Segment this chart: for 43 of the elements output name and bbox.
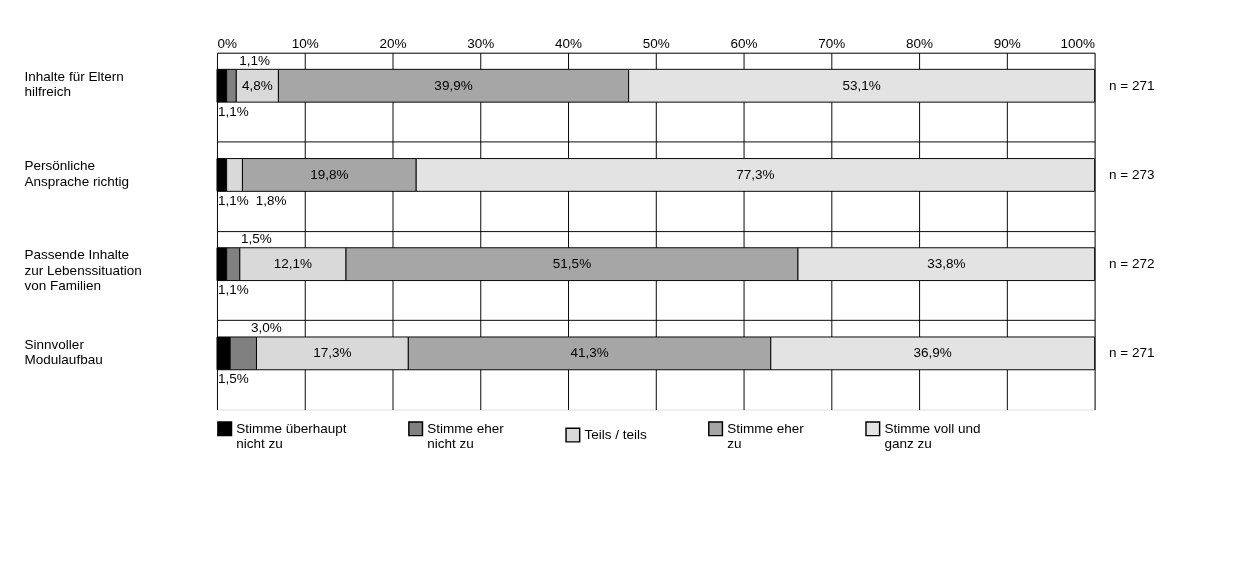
data-label: 33,8% — [927, 256, 966, 272]
legend-label: Stimme voll und ganz zu — [884, 420, 981, 452]
data-label: 3,0% — [251, 320, 282, 336]
data-label: 17,3% — [313, 345, 352, 361]
x-tick-label: 40% — [555, 36, 583, 52]
data-label: 1,1% — [217, 103, 249, 119]
x-tick-label: 100% — [1060, 36, 1096, 52]
data-label: 1,5% — [217, 371, 249, 387]
y-tick-label: Passende Inhalte zur Lebenssituation von Familien — [24, 247, 142, 294]
data-label: 1,8% — [255, 192, 287, 208]
legend-label: Teils / teils — [584, 426, 647, 442]
data-label: 19,8% — [310, 166, 349, 182]
x-tick-label: 0% — [217, 36, 237, 52]
data-label: 39,9% — [434, 77, 473, 93]
text: n = 271 — [1109, 345, 1155, 361]
data-label: 51,5% — [552, 256, 592, 272]
data-label: 1,1% — [217, 282, 249, 298]
text: n = 271 — [1109, 77, 1155, 93]
x-tick-label: 90% — [993, 36, 1021, 52]
legend-label: Stimme überhaupt nicht zu — [236, 420, 347, 452]
data-label: 41,3% — [570, 345, 609, 361]
y-tick-label: Persönliche Ansprache richtig — [24, 158, 129, 189]
x-tick-label: 60% — [730, 36, 758, 52]
y-tick-label: Sinnvoller Modulaufbau — [24, 336, 103, 367]
x-tick-label: 70% — [818, 36, 846, 52]
data-label: 1,1% — [239, 52, 270, 68]
data-label: 77,3% — [736, 166, 775, 182]
data-label: 1,5% — [240, 230, 272, 246]
x-tick-label: 50% — [642, 36, 670, 52]
legend-label: Stimme eher zu — [727, 420, 805, 452]
data-label: 36,9% — [913, 345, 952, 361]
data-label: 4,8% — [241, 77, 273, 93]
legend-label: Stimme eher nicht zu — [427, 420, 505, 452]
data-label: 1,1% — [217, 192, 249, 208]
x-tick-label: 20% — [379, 36, 407, 52]
x-tick-label: 80% — [906, 36, 934, 52]
y-tick-label: Inhalte für Eltern hilfreich — [24, 68, 124, 100]
text: n = 273 — [1109, 166, 1155, 182]
data-label: 53,1% — [842, 77, 881, 93]
data-label: 12,1% — [273, 256, 313, 272]
x-tick-label: 30% — [467, 36, 495, 52]
x-tick-label: 10% — [291, 36, 319, 52]
text: n = 272 — [1109, 256, 1155, 272]
